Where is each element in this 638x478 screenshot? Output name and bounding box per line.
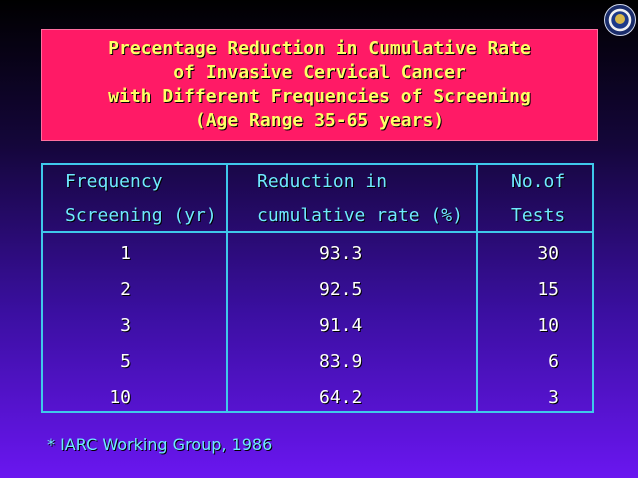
table-cell-frequency: 3 bbox=[120, 315, 131, 336]
table-cell-frequency: 10 bbox=[109, 387, 131, 408]
title-line-1: Precentage Reduction in Cumulative Rate bbox=[108, 38, 531, 59]
header-reduction-line-1: Reduction in bbox=[257, 171, 388, 192]
header-frequency-line-2: Screening (yr) bbox=[65, 205, 217, 226]
header-divider bbox=[43, 231, 592, 233]
column-divider-2 bbox=[476, 165, 478, 411]
footnote-citation: * IARC Working Group, 1986 bbox=[47, 435, 273, 454]
title-line-2: of Invasive Cervical Cancer bbox=[173, 62, 466, 83]
table-cell-reduction: 91.4 bbox=[319, 315, 363, 336]
table-cell-frequency: 1 bbox=[120, 243, 131, 264]
table-cell-tests: 3 bbox=[548, 387, 559, 408]
header-tests-line-2: Tests bbox=[511, 205, 566, 226]
table-cell-frequency: 2 bbox=[120, 279, 131, 300]
title-line-3: with Different Frequencies of Screening bbox=[108, 86, 531, 107]
table-cell-tests: 30 bbox=[537, 243, 559, 264]
data-table: Frequency Screening (yr) Reduction in cu… bbox=[41, 163, 594, 413]
title-box: Precentage Reduction in Cumulative Rate … bbox=[41, 29, 598, 141]
table-cell-reduction: 92.5 bbox=[319, 279, 363, 300]
title-line-4: (Age Range 35-65 years) bbox=[194, 110, 445, 131]
column-divider-1 bbox=[226, 165, 228, 411]
table-cell-frequency: 5 bbox=[120, 351, 131, 372]
table-cell-tests: 15 bbox=[537, 279, 559, 300]
seal-logo-icon bbox=[604, 4, 636, 36]
table-cell-reduction: 64.2 bbox=[319, 387, 363, 408]
table-cell-tests: 6 bbox=[548, 351, 559, 372]
table-cell-tests: 10 bbox=[537, 315, 559, 336]
header-reduction-line-2: cumulative rate (%) bbox=[257, 205, 463, 226]
header-frequency-line-1: Frequency bbox=[65, 171, 163, 192]
header-tests-line-1: No.of bbox=[511, 171, 566, 192]
table-cell-reduction: 93.3 bbox=[319, 243, 363, 264]
table-cell-reduction: 83.9 bbox=[319, 351, 363, 372]
